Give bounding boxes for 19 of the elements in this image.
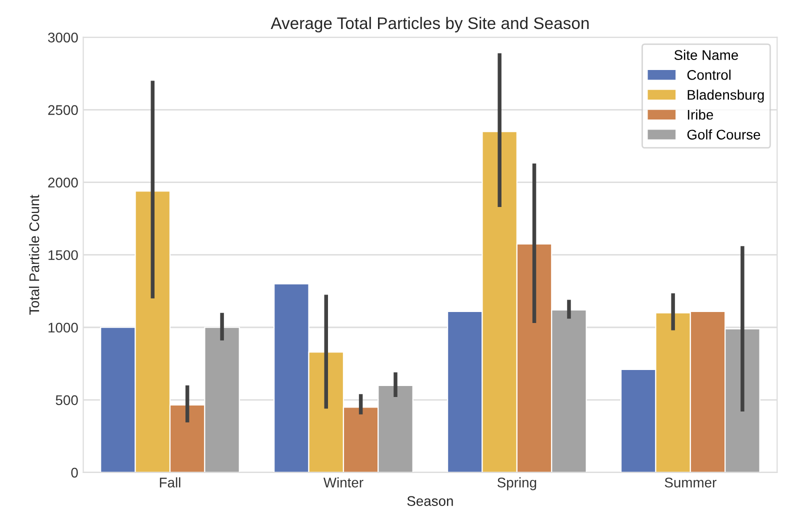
y-tick-label: 3000 [48, 32, 78, 42]
legend-label: Bladensburg [688, 90, 764, 103]
x-tick-label: Spring [497, 477, 536, 490]
y-tick-label: 0 [71, 468, 78, 478]
x-tick-label: Fall [160, 477, 180, 488]
y-tick-label: 1500 [48, 250, 78, 260]
x-axis-title: Season [407, 496, 453, 506]
y-tick-label: 1000 [48, 322, 78, 333]
legend-label: Control [687, 70, 730, 80]
legend-label: Golf Course [687, 129, 760, 140]
y-tick-label: 2500 [48, 105, 78, 115]
x-tick-label: Winter [323, 477, 364, 488]
legend-label: Iribe [688, 109, 714, 120]
x-tick-label: Summer [664, 478, 716, 488]
legend-title: Site Name [674, 50, 738, 60]
y-tick-label: 2000 [48, 178, 78, 188]
chart-title: Average Total Particles by Site and Season [270, 16, 589, 32]
y-tick-label: 500 [56, 395, 78, 406]
y-axis-title: Total Particle Count [29, 194, 40, 315]
